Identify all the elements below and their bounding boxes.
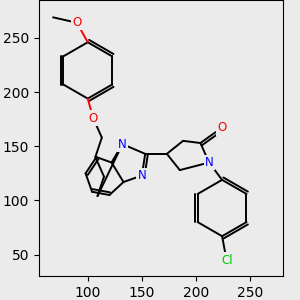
Text: O: O [88,112,98,124]
Text: N: N [205,156,214,169]
Text: N: N [118,138,127,151]
Text: O: O [72,16,82,29]
Text: O: O [218,121,227,134]
Text: N: N [137,169,146,182]
Text: Cl: Cl [222,254,233,266]
